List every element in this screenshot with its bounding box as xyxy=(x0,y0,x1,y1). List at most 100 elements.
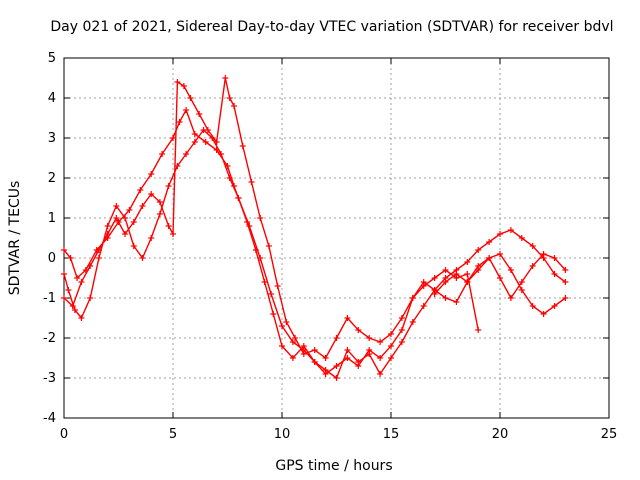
data-point xyxy=(497,251,503,257)
x-tick-label: 10 xyxy=(274,427,291,442)
data-point xyxy=(174,79,181,85)
data-point xyxy=(204,127,211,133)
data-point xyxy=(388,343,394,349)
data-point xyxy=(292,335,299,341)
data-point xyxy=(156,199,163,205)
data-point xyxy=(355,359,362,365)
data-point xyxy=(156,211,163,217)
series-sat-d xyxy=(431,251,569,301)
data-point xyxy=(453,299,460,305)
data-point xyxy=(148,191,155,197)
data-point xyxy=(300,343,307,349)
data-point xyxy=(95,255,102,261)
data-point xyxy=(78,315,85,321)
y-tick-label: -1 xyxy=(43,291,56,306)
x-tick-labels: 0 5 10 15 20 25 xyxy=(60,427,617,442)
data-point xyxy=(226,175,233,181)
data-point xyxy=(65,287,72,293)
data-point xyxy=(442,279,449,285)
data-point xyxy=(311,359,318,365)
x-tick-label: 20 xyxy=(492,427,509,442)
y-axis-label: SDTVAR / TECUs xyxy=(7,181,23,296)
data-point xyxy=(74,275,81,281)
data-point xyxy=(442,267,449,273)
data-point xyxy=(388,355,394,361)
series-line xyxy=(63,128,566,380)
y-tick-label: 1 xyxy=(48,211,56,226)
data-point xyxy=(475,327,482,333)
data-point xyxy=(257,215,264,221)
data-point xyxy=(165,183,172,189)
data-point xyxy=(196,111,203,117)
y-tick-labels: -4 -3 -2 -1 0 1 2 3 4 5 xyxy=(43,51,56,426)
data-point xyxy=(217,151,224,157)
data-point xyxy=(529,263,536,269)
x-tick-label: 25 xyxy=(601,427,618,442)
y-tick-label: -4 xyxy=(43,411,56,426)
x-tick-label: 15 xyxy=(383,427,400,442)
data-point xyxy=(248,179,255,185)
data-point xyxy=(333,375,340,381)
data-point xyxy=(202,139,209,145)
data-point xyxy=(518,235,525,241)
data-point xyxy=(551,271,558,277)
series-line xyxy=(63,108,479,375)
data-point xyxy=(475,247,482,253)
data-point xyxy=(139,255,146,261)
data-point xyxy=(252,247,259,253)
data-point xyxy=(270,311,277,317)
data-point xyxy=(148,171,155,177)
data-point xyxy=(464,259,471,265)
data-point xyxy=(497,275,503,281)
data-point xyxy=(122,215,129,221)
data-point xyxy=(355,327,362,333)
data-point xyxy=(518,287,525,293)
data-point xyxy=(222,75,229,81)
y-tick-label: 3 xyxy=(48,131,56,146)
y-tick-label: 2 xyxy=(48,171,56,186)
data-point xyxy=(274,283,281,289)
data-point xyxy=(377,339,384,345)
data-point xyxy=(540,251,547,257)
y-tick-label: -3 xyxy=(43,371,56,386)
data-point xyxy=(87,295,94,301)
data-point xyxy=(71,307,78,313)
data-point xyxy=(239,143,246,149)
data-point xyxy=(431,291,438,297)
data-point xyxy=(420,303,427,309)
plot-frame xyxy=(63,57,610,419)
data-point xyxy=(453,271,460,277)
data-point xyxy=(113,203,120,209)
data-point xyxy=(398,327,405,333)
data-point xyxy=(409,319,416,325)
data-point xyxy=(497,231,503,237)
data-point xyxy=(366,335,373,341)
data-point xyxy=(322,367,329,373)
y-tick-label: -2 xyxy=(43,331,56,346)
data-point xyxy=(69,303,76,309)
series-sat-a xyxy=(61,107,482,377)
data-point xyxy=(289,355,296,361)
data-point xyxy=(420,279,427,285)
data-point xyxy=(529,243,536,249)
data-point xyxy=(377,355,384,361)
data-point xyxy=(265,243,272,249)
data-point xyxy=(562,279,569,285)
y-tick-label: 4 xyxy=(48,91,56,106)
data-point xyxy=(486,255,493,261)
data-point xyxy=(486,239,493,245)
data-point xyxy=(431,275,438,281)
x-axis-label: GPS time / hours xyxy=(275,458,392,474)
data-point xyxy=(551,255,558,261)
x-tick-label: 5 xyxy=(169,427,177,442)
data-point xyxy=(170,231,176,237)
data-point xyxy=(187,95,194,101)
data-point xyxy=(244,219,251,225)
series-sat-b xyxy=(61,127,569,381)
data-point xyxy=(61,271,67,277)
data-point xyxy=(183,151,190,157)
data-point xyxy=(130,219,137,225)
data-point xyxy=(139,203,146,209)
data-point xyxy=(551,303,558,309)
